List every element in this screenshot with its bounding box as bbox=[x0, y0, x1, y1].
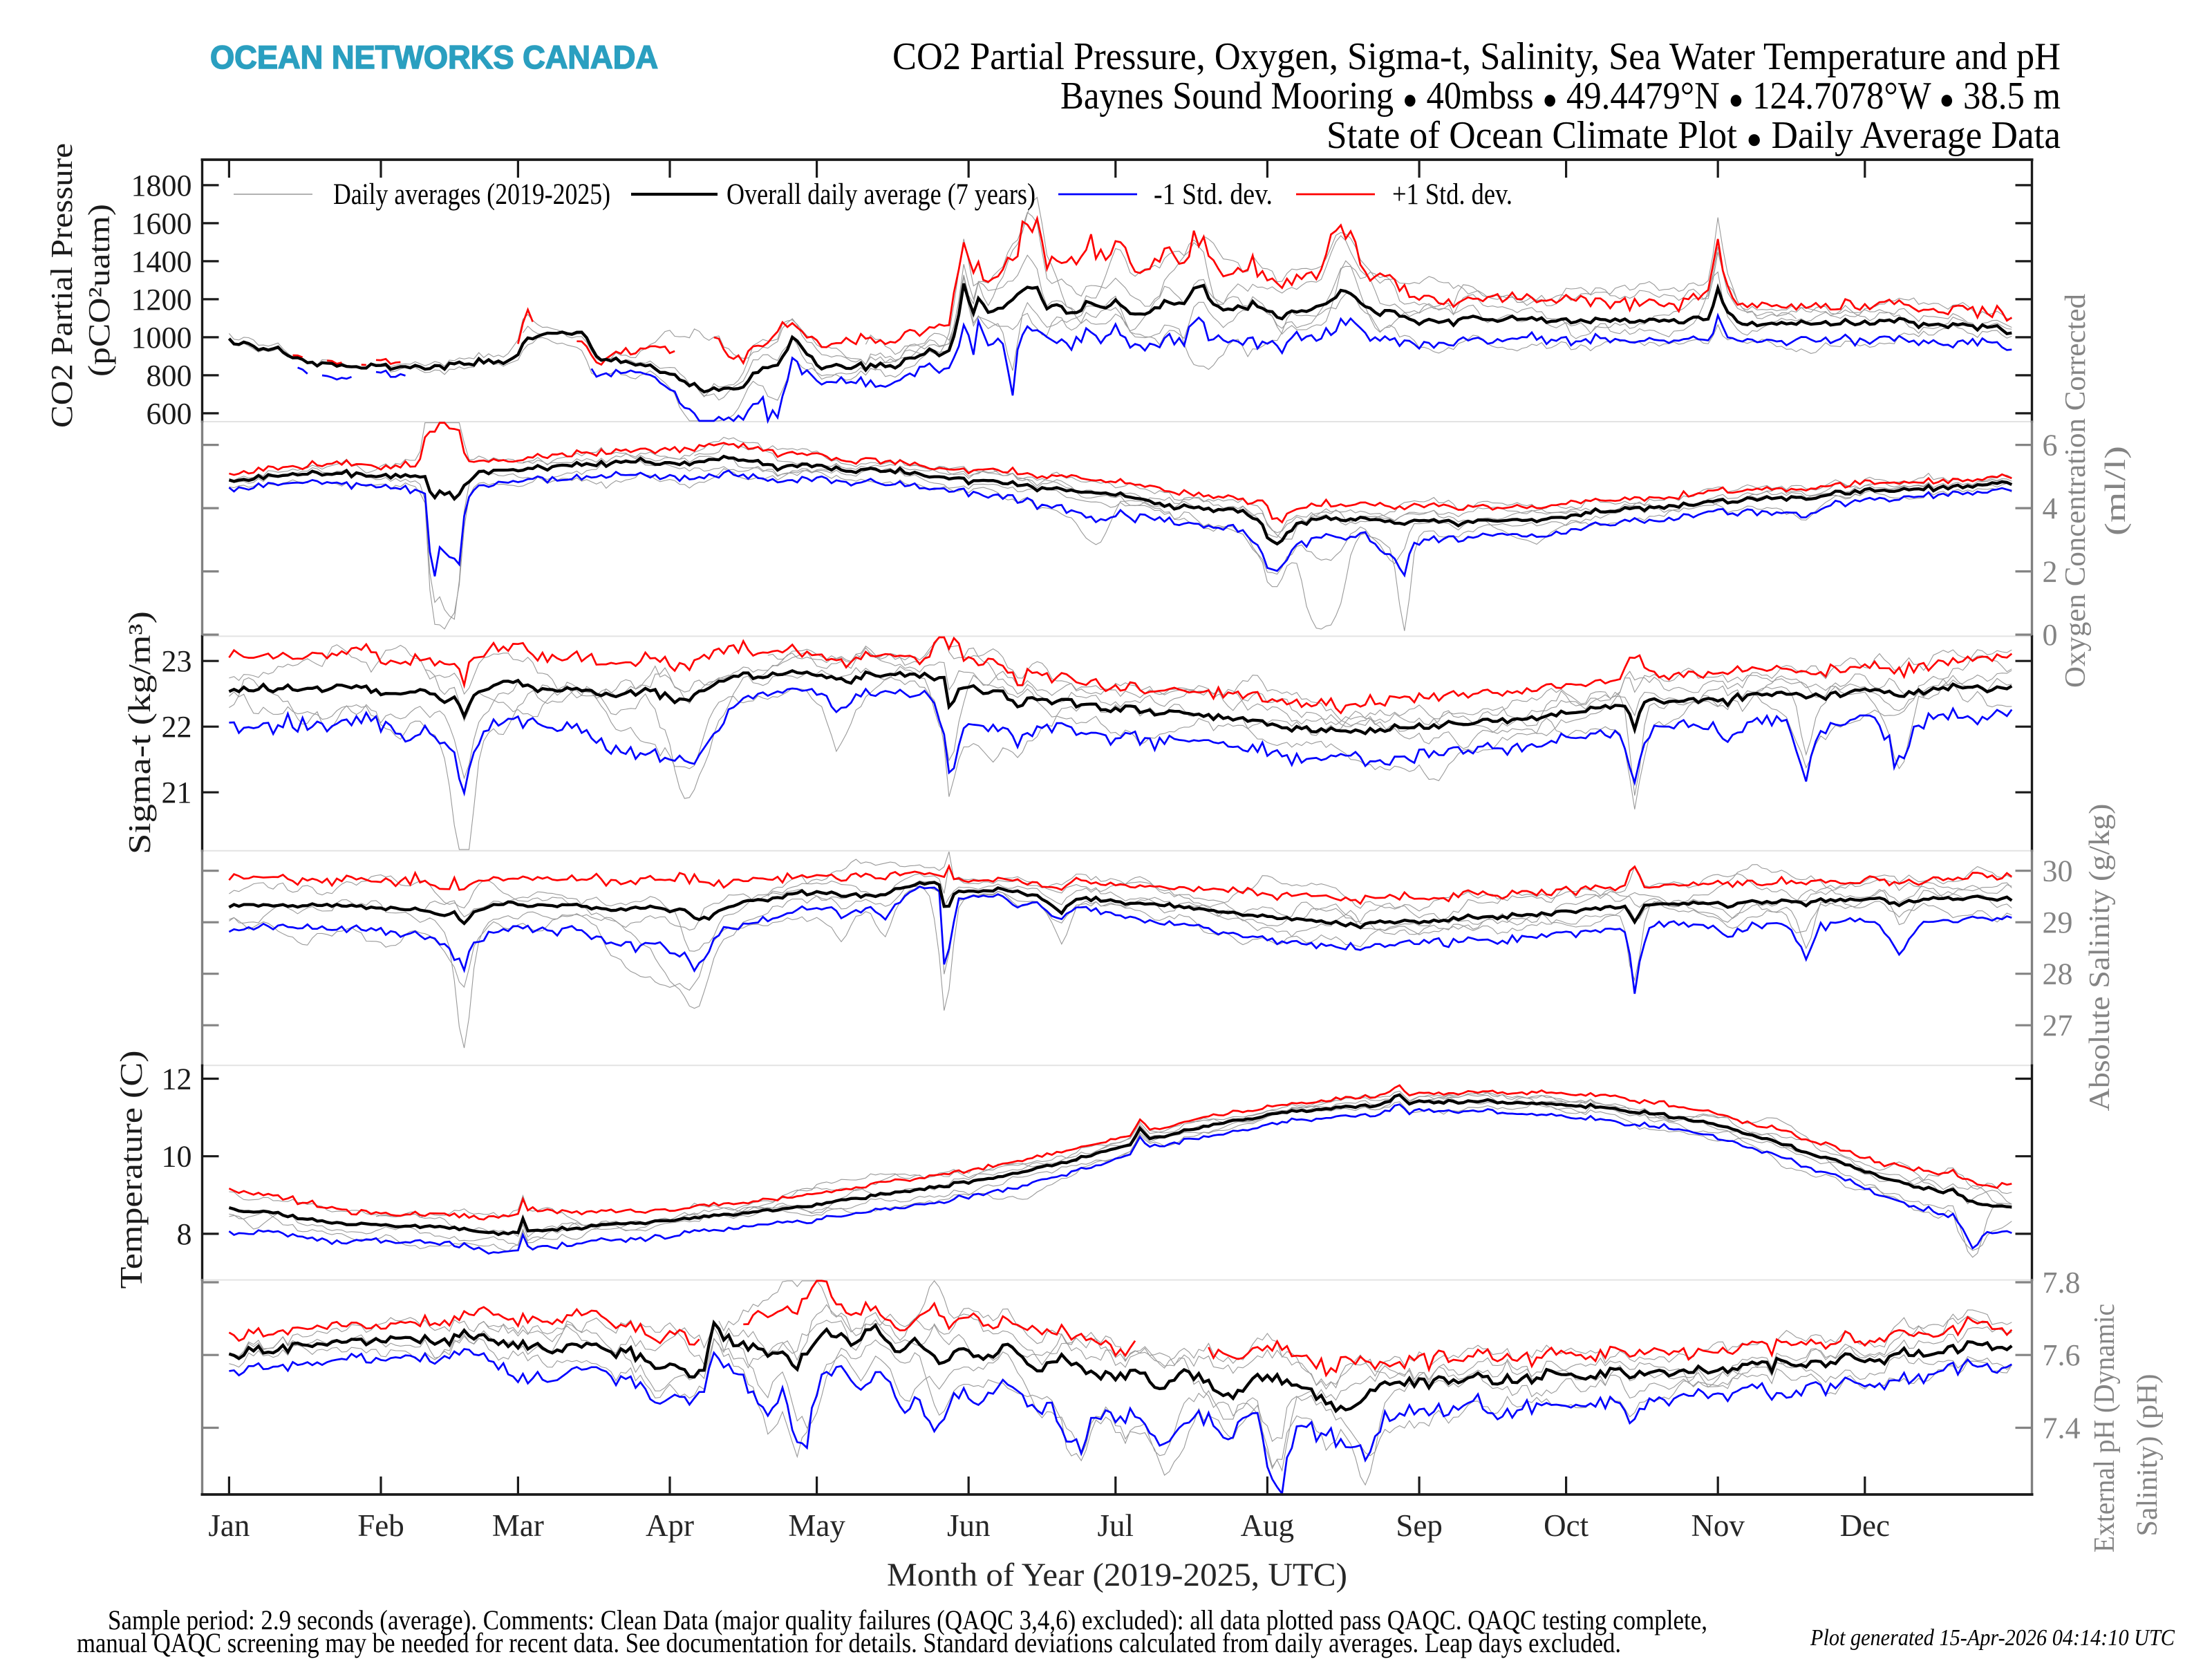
svg-text:1600: 1600 bbox=[131, 207, 192, 241]
svg-text:Feb: Feb bbox=[357, 1508, 404, 1543]
svg-text:Oct: Oct bbox=[1544, 1508, 1588, 1543]
svg-text:+1 Std. dev.: +1 Std. dev. bbox=[1392, 178, 1512, 211]
svg-text:27: 27 bbox=[2043, 1009, 2073, 1042]
svg-text:(pCO²uatm): (pCO²uatm) bbox=[82, 204, 116, 377]
svg-text:Mar: Mar bbox=[492, 1508, 544, 1543]
svg-text:Aug: Aug bbox=[1241, 1508, 1295, 1543]
svg-text:Sep: Sep bbox=[1396, 1508, 1443, 1543]
svg-text:1400: 1400 bbox=[131, 245, 192, 279]
svg-text:-1 Std. dev.: -1 Std. dev. bbox=[1154, 178, 1273, 211]
svg-text:Sample period: 2.9 seconds (av: Sample period: 2.9 seconds (average). Co… bbox=[108, 1604, 1707, 1635]
svg-text:Temperature (C): Temperature (C) bbox=[113, 1051, 149, 1289]
svg-text:8: 8 bbox=[177, 1217, 192, 1251]
svg-text:CO2 Partial Pressure: CO2 Partial Pressure bbox=[45, 143, 79, 428]
svg-text:12: 12 bbox=[162, 1062, 192, 1096]
svg-text:28: 28 bbox=[2043, 957, 2073, 991]
svg-text:23: 23 bbox=[162, 644, 192, 678]
svg-text:Apr: Apr bbox=[646, 1508, 694, 1543]
svg-text:10: 10 bbox=[162, 1140, 192, 1174]
svg-text:6: 6 bbox=[2043, 429, 2058, 462]
svg-text:7.8: 7.8 bbox=[2043, 1266, 2081, 1300]
svg-text:1800: 1800 bbox=[131, 169, 192, 203]
svg-text:Baynes Sound Mooring ● 40mbss: Baynes Sound Mooring ● 40mbss ● 49.4479°… bbox=[1060, 75, 2061, 118]
svg-text:800: 800 bbox=[147, 359, 192, 393]
svg-text:Month of Year (2019-2025, UTC): Month of Year (2019-2025, UTC) bbox=[887, 1557, 1347, 1593]
svg-text:Dec: Dec bbox=[1840, 1508, 1890, 1543]
svg-text:Jul: Jul bbox=[1098, 1508, 1134, 1543]
svg-text:2: 2 bbox=[2043, 555, 2058, 589]
svg-text:Absolute Salinity (g/kg): Absolute Salinity (g/kg) bbox=[2084, 804, 2116, 1112]
svg-text:Jun: Jun bbox=[947, 1508, 991, 1543]
svg-text:600: 600 bbox=[147, 397, 192, 431]
svg-text:Overall daily average (7 years: Overall daily average (7 years) bbox=[727, 178, 1035, 211]
svg-text:7.6: 7.6 bbox=[2043, 1338, 2081, 1372]
svg-text:0: 0 bbox=[2043, 618, 2058, 652]
svg-text:1000: 1000 bbox=[131, 321, 192, 355]
svg-text:29: 29 bbox=[2043, 906, 2073, 939]
svg-text:30: 30 bbox=[2043, 854, 2073, 888]
svg-text:Salinity) (pH): Salinity) (pH) bbox=[2132, 1374, 2164, 1537]
svg-text:manual QAQC screening may be n: manual QAQC screening may be needed for … bbox=[77, 1627, 1621, 1658]
svg-text:Oxygen Concentration Corrected: Oxygen Concentration Corrected bbox=[2060, 294, 2092, 688]
svg-text:21: 21 bbox=[162, 776, 192, 809]
svg-text:Daily averages (2019-2025): Daily averages (2019-2025) bbox=[333, 178, 610, 211]
svg-text:State of Ocean Climate Plot ●: State of Ocean Climate Plot ● Daily Aver… bbox=[1327, 114, 2061, 157]
svg-text:22: 22 bbox=[162, 710, 192, 744]
svg-text:Nov: Nov bbox=[1691, 1508, 1745, 1543]
svg-text:(ml/l): (ml/l) bbox=[2100, 446, 2132, 536]
svg-text:OCEAN NETWORKS CANADA: OCEAN NETWORKS CANADA bbox=[210, 39, 658, 75]
svg-text:Sigma-t (kg/m³): Sigma-t (kg/m³) bbox=[122, 611, 157, 854]
svg-text:Jan: Jan bbox=[208, 1508, 250, 1543]
svg-text:May: May bbox=[788, 1508, 845, 1543]
svg-text:1200: 1200 bbox=[131, 283, 192, 317]
svg-text:4: 4 bbox=[2043, 491, 2058, 525]
svg-text:External pH (Dynamic: External pH (Dynamic bbox=[2089, 1304, 2121, 1553]
svg-text:Plot generated 15-Apr-2026 04:: Plot generated 15-Apr-2026 04:14:10 UTC bbox=[1810, 1625, 2175, 1651]
svg-text:CO2 Partial Pressure, Oxygen,: CO2 Partial Pressure, Oxygen, Sigma-t, S… bbox=[892, 35, 2061, 78]
svg-text:7.4: 7.4 bbox=[2043, 1412, 2081, 1445]
